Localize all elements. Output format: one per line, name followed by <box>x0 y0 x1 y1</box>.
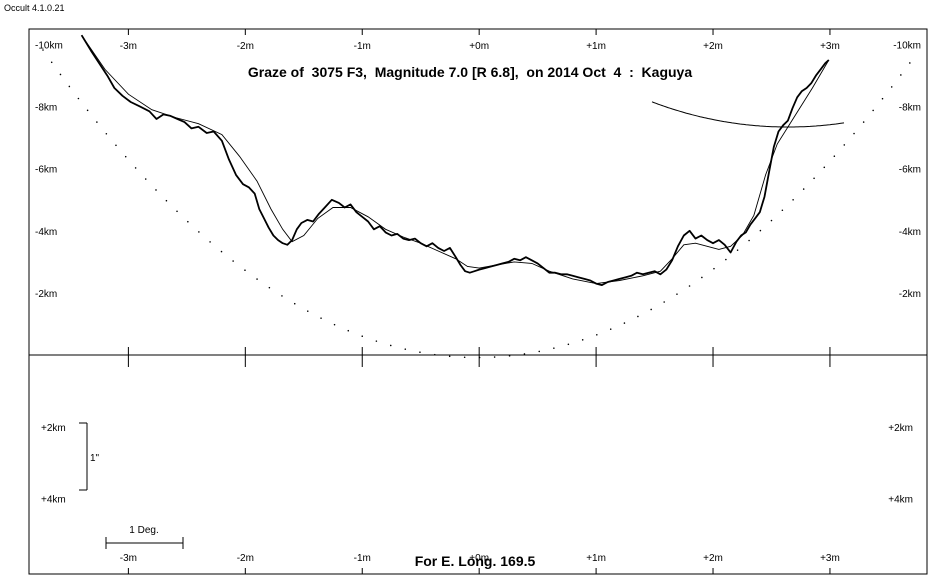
y-tick-label-left: -6km <box>35 165 57 176</box>
x-tick-label-bottom: -2m <box>237 553 254 564</box>
x-tick-label-bottom: +2m <box>703 553 723 564</box>
x-tick-label-bottom: +1m <box>586 553 606 564</box>
x-tick-label-top: -1m <box>354 41 371 52</box>
y-tick-label-right: -10km <box>893 41 921 52</box>
x-tick-label-bottom: +3m <box>820 553 840 564</box>
x-tick-label-bottom: +0m <box>469 553 489 564</box>
bottom-x-axis-labels: -3m -2m -1m +0m +1m +2m +3m <box>120 553 840 574</box>
vertical-scale-bar: 1" <box>79 422 100 491</box>
x-tick-label-top: +0m <box>469 41 489 52</box>
app-version-label: Occult 4.1.0.21 <box>4 3 65 13</box>
x-tick-label-top: +2m <box>703 41 723 52</box>
y-tick-label-right: +2km <box>888 423 913 434</box>
upper-x-tick-marks: -3m -2m -1m +0m +1m +2m +3m <box>120 29 840 52</box>
x-tick-label-bottom: -1m <box>354 553 371 564</box>
y-tick-label-right: -4km <box>899 227 921 238</box>
x-tick-label-top: +3m <box>820 41 840 52</box>
x-tick-label-top: +1m <box>586 41 606 52</box>
y-tick-label-right: -6km <box>899 165 921 176</box>
y-tick-label-right: +4km <box>888 495 913 506</box>
y-tick-label-left: -4km <box>35 227 57 238</box>
chart-footer: For E. Long. 169.5 <box>415 553 536 569</box>
y-tick-label-right: -2km <box>899 289 921 300</box>
plot-frame <box>28 28 928 575</box>
y-tick-label-left: -2km <box>35 289 57 300</box>
x-tick-label-top: -3m <box>120 41 137 52</box>
chart-title: Graze of 3075 F3, Magnitude 7.0 [R 6.8],… <box>248 64 692 80</box>
upper-y-axis-labels: -10km -10km -8km -8km -6km -6km -4km -4km -2km -2… <box>35 41 921 300</box>
y-tick-label-left: +2km <box>41 423 66 434</box>
y-tick-label-left: -10km <box>35 41 63 52</box>
star-path-arc <box>651 101 845 128</box>
x-tick-label-top: -2m <box>237 41 254 52</box>
horizontal-scale-label: 1 Deg. <box>129 525 158 536</box>
smoothed-limb-profile <box>81 34 830 285</box>
horizontal-scale-bar: 1 Deg. <box>105 525 184 549</box>
vertical-scale-label: 1" <box>90 453 100 464</box>
lower-y-axis-labels: +2km +2km +4km +4km <box>41 423 913 506</box>
y-tick-label-right: -8km <box>899 103 921 114</box>
x-tick-label-bottom: -3m <box>120 553 137 564</box>
y-tick-label-left: +4km <box>41 495 66 506</box>
y-tick-label-left: -8km <box>35 103 57 114</box>
detailed-limb-profile <box>80 34 830 286</box>
